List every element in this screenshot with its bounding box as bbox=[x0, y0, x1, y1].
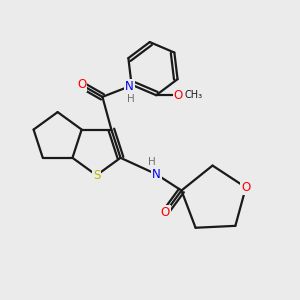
Text: O: O bbox=[241, 181, 250, 194]
Text: O: O bbox=[77, 79, 86, 92]
Text: N: N bbox=[125, 80, 134, 93]
Text: H: H bbox=[127, 94, 134, 104]
Text: N: N bbox=[152, 168, 161, 181]
Text: H: H bbox=[148, 157, 156, 167]
Text: O: O bbox=[174, 89, 183, 102]
Text: O: O bbox=[160, 206, 170, 219]
Text: CH₃: CH₃ bbox=[185, 90, 203, 100]
Text: S: S bbox=[93, 169, 100, 182]
